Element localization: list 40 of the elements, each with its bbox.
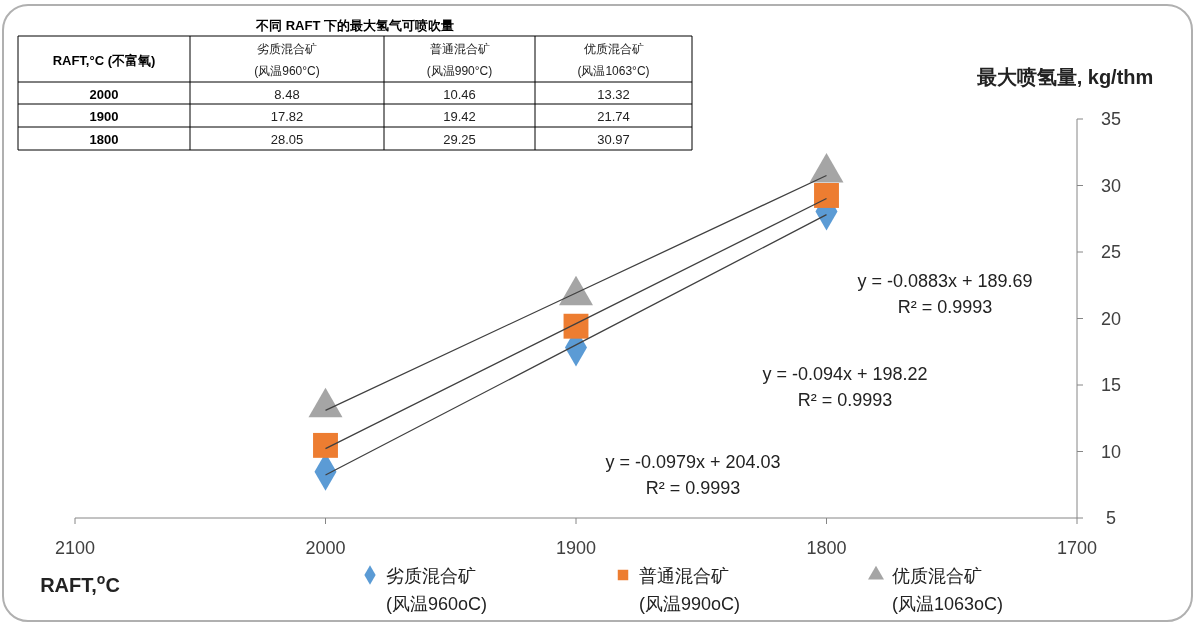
data-label: 19.42 (443, 109, 476, 124)
text: 优质混合矿 (风温1063°C) (577, 42, 650, 78)
annotation: y = -0.094x + 198.22 R² = 0.9993 (762, 364, 928, 410)
y-tick-label: 20 (1100, 308, 1122, 329)
legend-label: 普通混合矿 (风温990oC) (639, 566, 741, 614)
x-axis-title: RAFT,$^{o}$C (40, 571, 120, 596)
y-tick-label: 5 (1105, 508, 1117, 528)
legend-label: 劣质混合矿 (风温960oC) (386, 566, 488, 614)
data-label: 13.32 (597, 87, 630, 102)
data-label: 28.05 (270, 132, 304, 147)
y-tick-label: 10 (1100, 441, 1122, 462)
point (313, 432, 338, 458)
data-label: 8.48 (274, 87, 300, 102)
text: 不同 RAFT 下的最大氢气可喷吹量 (255, 18, 454, 33)
y-tick-label: 25 (1100, 242, 1122, 262)
y-tick-label: 35 (1100, 109, 1122, 129)
x-tick-label: 2100 (54, 538, 96, 558)
x-tick-label: 1800 (806, 538, 847, 558)
annotation: y = -0.0979x + 204.03 R² = 0.9993 (605, 452, 781, 498)
category-label: 2000 (89, 87, 119, 102)
x-tick-label: 1700 (1056, 538, 1098, 558)
point (563, 313, 589, 339)
category-label: 1800 (89, 132, 119, 147)
text: 劣质混合矿 (风温960°C) (254, 42, 320, 78)
point (814, 183, 839, 208)
y-tick-label: 30 (1100, 175, 1122, 196)
data-label: 29.25 (443, 132, 476, 147)
category-label: 1900 (89, 109, 119, 124)
text: RAFT,°C (不富氧) (52, 53, 156, 68)
legend-label: 优质混合矿 (风温1063oC) (892, 566, 1004, 614)
y-axis-title: 最大喷氢量, kg/thm (975, 66, 1154, 88)
data-label: 10.46 (443, 87, 476, 102)
x-tick-label: 1900 (555, 538, 597, 558)
y-tick-label: 15 (1100, 375, 1122, 395)
data-label: 30.97 (597, 132, 630, 147)
text: 普通混合矿 (风温990°C) (426, 42, 493, 78)
x-tick-label: 2000 (305, 538, 346, 558)
data-label: 21.74 (597, 109, 630, 124)
data-label: 17.82 (270, 109, 304, 124)
annotation: y = -0.0883x + 189.69 R² = 0.9993 (857, 271, 1033, 317)
